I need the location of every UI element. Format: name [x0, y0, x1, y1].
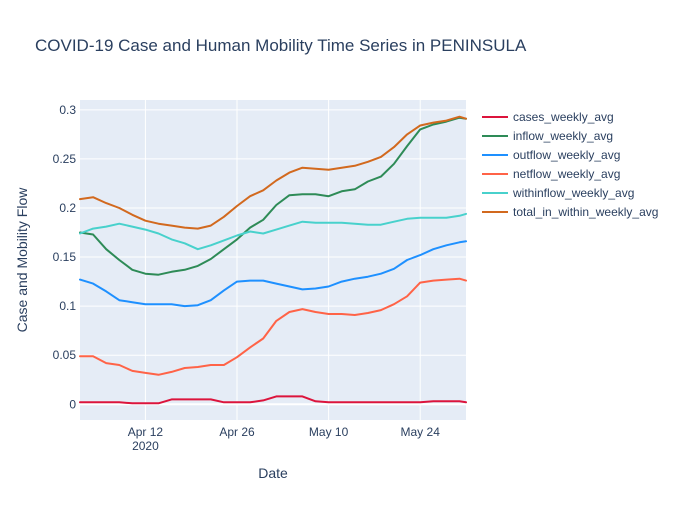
- legend-item-total-in-within-weekly-avg[interactable]: total_in_within_weekly_avg: [482, 205, 658, 219]
- series-line-netflow-weekly-avg[interactable]: [79, 277, 467, 376]
- legend-label: netflow_weekly_avg: [513, 167, 620, 181]
- x-tick-label: Apr 12: [128, 425, 164, 439]
- chart-title: COVID-19 Case and Human Mobility Time Se…: [35, 36, 527, 55]
- series-line-cases-weekly-avg[interactable]: [79, 395, 467, 405]
- legend[interactable]: cases_weekly_avg inflow_weekly_avgoutflow…: [482, 110, 658, 219]
- y-tick-label: 0: [69, 397, 76, 411]
- legend-item-cases-weekly-avg[interactable]: cases_weekly_avg: [482, 110, 614, 124]
- series-line-withinflow-weekly-avg[interactable]: [79, 212, 467, 251]
- legend-item-outflow-weekly-avg[interactable]: outflow_weekly_avg: [482, 148, 620, 162]
- y-tick-label: 0.15: [53, 250, 77, 264]
- x-tick-label: May 24: [401, 425, 441, 439]
- series-line-total-in-within-weekly-avg[interactable]: [79, 115, 467, 230]
- x-tick-year-label: 2020: [132, 439, 159, 453]
- y-axis-title: Case and Mobility Flow: [14, 187, 30, 333]
- x-tick-label: Apr 26: [219, 425, 255, 439]
- legend-label: cases_weekly_avg: [513, 110, 614, 124]
- legend-label: outflow_weekly_avg: [513, 148, 620, 162]
- series-line-outflow-weekly-avg[interactable]: [79, 240, 467, 308]
- legend-label: total_in_within_weekly_avg: [513, 205, 658, 219]
- legend-item-inflow-weekly-avg[interactable]: inflow_weekly_avg: [482, 129, 613, 143]
- series-line-inflow-weekly-avg[interactable]: [79, 116, 467, 276]
- x-tick-label: May 10: [309, 425, 349, 439]
- legend-label: withinflow_weekly_avg: [512, 186, 634, 200]
- y-tick-label: 0.2: [59, 201, 76, 215]
- legend-item-withinflow-weekly-avg[interactable]: withinflow_weekly_avg: [482, 186, 634, 200]
- y-tick-label: 0.3: [59, 103, 76, 117]
- y-tick-label: 0.05: [53, 348, 77, 362]
- legend-item-netflow-weekly-avg[interactable]: netflow_weekly_avg: [482, 167, 620, 181]
- y-tick-label: 0.25: [53, 152, 77, 166]
- legend-label: inflow_weekly_avg: [513, 129, 613, 143]
- x-axis-title: Date: [258, 465, 288, 481]
- y-tick-label: 0.1: [59, 299, 76, 313]
